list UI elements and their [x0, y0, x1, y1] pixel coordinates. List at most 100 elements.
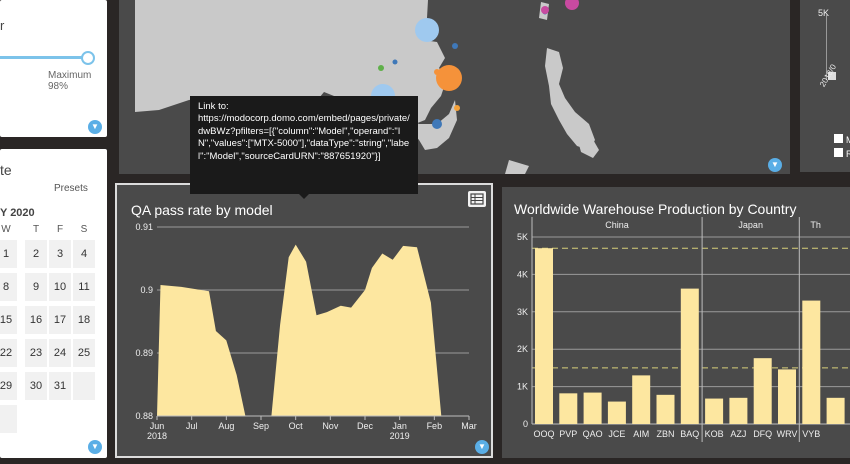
calendar-day[interactable]: 2 — [25, 240, 47, 268]
calendar-day[interactable]: 22 — [0, 339, 17, 367]
filter-funnel-icon[interactable]: ▼ — [475, 440, 489, 454]
y-tick-label: 0.88 — [135, 411, 153, 421]
calendar-day[interactable]: 3 — [49, 240, 71, 268]
y-tick-label: 5K — [818, 8, 830, 18]
calendar-day[interactable]: 17 — [49, 306, 71, 334]
calendar-day[interactable]: 10 — [49, 273, 71, 301]
x-tick-label: BAQ — [680, 429, 699, 439]
calendar-day[interactable]: 8 — [0, 273, 17, 301]
slider-card-title: r — [0, 18, 5, 33]
bar — [680, 288, 699, 424]
landmass-asia-mainland — [135, 0, 447, 124]
calendar-day[interactable]: 11 — [73, 273, 95, 301]
calendar-day[interactable]: 25 — [73, 339, 95, 367]
x-tick-label: OOQ — [533, 429, 554, 439]
calendar-day[interactable]: 18 — [73, 306, 95, 334]
y-tick-label: 4K — [517, 269, 528, 279]
map-bubble — [392, 59, 398, 65]
slider-filter-card: r Maximum 98% ▼ — [0, 0, 107, 137]
bar — [559, 393, 578, 424]
x-tick-label: Jan — [392, 421, 407, 431]
x-tick-label: Sep — [253, 421, 269, 431]
calendar-day[interactable]: 9 — [25, 273, 47, 301]
x-tick-label: Mar — [461, 421, 477, 431]
bar — [583, 392, 602, 424]
weekday-label: W — [1, 224, 11, 235]
group-label: China — [605, 220, 629, 230]
legend-item-m[interactable]: M — [834, 134, 850, 145]
calendar-day[interactable]: 15 — [0, 306, 17, 334]
x-tick-label: Dec — [357, 421, 374, 431]
legend-label: M — [846, 135, 850, 145]
landmass-borneo-edge — [505, 160, 529, 174]
bar-mark — [828, 72, 836, 80]
production-trend-card: 5K 2018/0 M R — [800, 0, 850, 172]
y-tick-label: 3K — [517, 307, 528, 317]
x-tick-sublabel: 2019 — [390, 431, 410, 441]
x-tick-sublabel: 2018 — [147, 431, 167, 441]
bar — [705, 398, 724, 424]
legend-item-r[interactable]: R — [834, 148, 850, 159]
warehouse-bar-chart[interactable]: 0 1K 2K 3K 4K 5K OOQ PVP QAO JCE AIM ZBN BAQ China KOB… — [502, 187, 850, 458]
y-tick-label: 0.89 — [135, 348, 153, 358]
bar — [632, 375, 651, 424]
calendar-day[interactable]: 24 — [49, 339, 71, 367]
y-tick-label: 1K — [517, 382, 528, 392]
calendar-day[interactable]: 29 — [0, 372, 17, 400]
x-tick-label: JCE — [608, 429, 625, 439]
calendar-day[interactable]: 23 — [25, 339, 47, 367]
legend-swatch — [834, 134, 843, 143]
calendar-day[interactable]: 30 — [25, 372, 47, 400]
presets-link[interactable]: Presets — [54, 183, 88, 194]
y-tick-label: 0.9 — [140, 285, 153, 295]
x-tick-label: Aug — [218, 421, 234, 431]
map-bubble — [565, 0, 579, 10]
x-tick-label: VYB — [802, 429, 820, 439]
x-tick-label: WRV — [777, 429, 798, 439]
calendar-month-label: Y 2020 — [0, 207, 35, 219]
bar — [753, 358, 772, 424]
map-bubble — [452, 43, 458, 49]
legend-swatch — [834, 148, 843, 157]
filter-funnel-icon[interactable]: ▼ — [768, 158, 782, 172]
calendar-day[interactable]: 1 — [0, 240, 17, 268]
table-view-icon[interactable] — [468, 191, 486, 207]
chart-title: QA pass rate by model — [131, 202, 273, 218]
landmass-philippines-south — [575, 130, 599, 158]
slider-track[interactable] — [0, 56, 86, 59]
weekday-label: F — [56, 224, 64, 235]
x-tick-label: PVP — [559, 429, 577, 439]
filter-funnel-icon[interactable]: ▼ — [88, 440, 102, 454]
landmass-philippines — [545, 48, 595, 150]
filter-funnel-icon[interactable]: ▼ — [88, 120, 102, 134]
calendar-day[interactable]: 31 — [49, 372, 71, 400]
bar — [535, 248, 553, 424]
calendar-day[interactable]: 16 — [25, 306, 47, 334]
group-label: Th — [810, 220, 821, 230]
qa-pass-rate-card: QA pass rate by model 0.88 0.89 0.9 0.91 Jun… — [115, 183, 493, 458]
x-tick-label: ZBN — [657, 429, 675, 439]
bar — [656, 394, 675, 424]
x-tick-label: Oct — [289, 421, 304, 431]
x-tick-label: AIM — [633, 429, 649, 439]
axis-line — [826, 14, 827, 80]
calendar-day[interactable]: 4 — [73, 240, 95, 268]
calendar-day — [73, 372, 95, 400]
x-tick-label: Nov — [322, 421, 339, 431]
slider-max-handle[interactable] — [81, 51, 95, 65]
date-card-title: te — [0, 162, 12, 178]
map-bubble — [454, 105, 460, 111]
bar — [607, 401, 626, 424]
y-tick-label: 0.91 — [135, 222, 153, 232]
map-bubble — [415, 18, 439, 42]
link-tooltip: Link to: https://modocorp.domo.com/embed… — [190, 96, 418, 194]
tooltip-arrow — [298, 193, 310, 199]
chart-title: Worldwide Warehouse Production by Countr… — [514, 201, 797, 217]
x-tick-label: QAO — [583, 429, 603, 439]
calendar-day — [0, 405, 17, 433]
map-bubble — [541, 6, 549, 14]
y-tick-label: 5K — [517, 232, 528, 242]
legend-label: R — [846, 149, 850, 159]
slider-max-label: Maximum — [48, 70, 92, 81]
